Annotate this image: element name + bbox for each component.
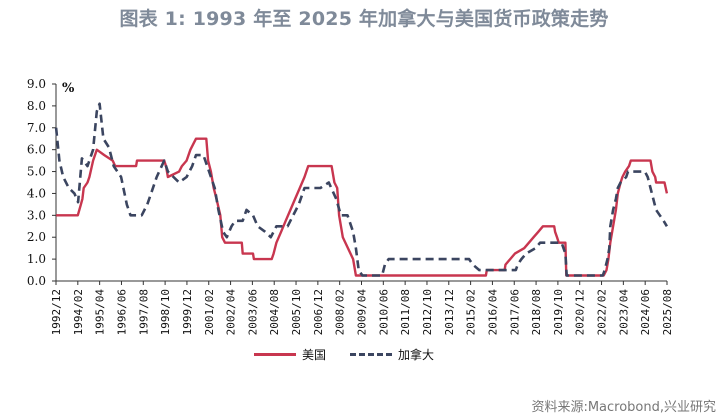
x-tick-label: 2017/06 (508, 289, 521, 335)
x-tick-label: 2022/02 (596, 289, 609, 335)
y-tick-label: 7.0 (27, 121, 46, 135)
x-tick-label: 2009/04 (356, 289, 369, 336)
x-tick-label: 2011/08 (399, 289, 412, 335)
x-tick-label: 2003/06 (246, 289, 259, 335)
chart-legend: 美国 加拿大 (254, 346, 458, 363)
legend-swatch-us (254, 353, 296, 356)
y-tick-label: 2.0 (27, 230, 46, 244)
legend-item-us: 美国 (254, 346, 326, 363)
x-tick-label: 2018/08 (530, 289, 543, 335)
x-tick-label: 2004/08 (268, 289, 281, 335)
y-tick-label: 9.0 (27, 77, 46, 91)
x-tick-label: 1992/12 (50, 289, 63, 335)
y-tick-label: 6.0 (27, 143, 46, 157)
x-tick-label: 2006/12 (312, 289, 325, 335)
x-tick-label: 1997/08 (137, 289, 150, 335)
y-tick-label: 5.0 (27, 165, 46, 179)
chart-title: 图表 1: 1993 年至 2025 年加拿大与美国货币政策走势 (119, 8, 609, 30)
y-tick-label: 0.0 (27, 274, 46, 288)
x-tick-label: 1995/04 (94, 289, 107, 336)
x-tick-label: 1998/10 (159, 289, 172, 335)
legend-swatch-canada (350, 353, 393, 356)
x-tick-label: 2005/10 (290, 289, 303, 335)
legend-label-us: 美国 (302, 348, 327, 362)
y-tick-label: 3.0 (27, 208, 46, 222)
y-tick-label: 1.0 (27, 252, 46, 266)
legend-label-canada: 加拿大 (398, 348, 435, 362)
x-tick-label: 2025/08 (661, 289, 674, 335)
x-tick-label: 2023/04 (617, 289, 630, 336)
y-tick-label: 4.0 (27, 186, 46, 200)
x-tick-label: 1996/06 (115, 289, 128, 335)
x-tick-label: 2008/02 (334, 289, 347, 335)
line-chart: 0.0 1.0 2.0 3.0 4.0 5.0 6.0 7.0 8.0 9.0 % 1992/12 19… (27, 77, 674, 335)
y-tick-label: 8.0 (27, 99, 46, 113)
x-tick-label: 2002/04 (225, 289, 238, 336)
series-us-line (56, 137, 669, 277)
x-tick-label: 2016/04 (486, 289, 499, 336)
x-tick-label: 2012/10 (421, 289, 434, 335)
x-tick-label: 2019/10 (552, 289, 565, 335)
x-tick-label: 2013/12 (443, 289, 456, 335)
y-unit-label: % (62, 81, 75, 96)
x-tick-label: 2024/06 (639, 289, 652, 335)
x-tick-label: 2001/02 (203, 289, 216, 335)
chart-series (54, 102, 669, 277)
x-tick-label: 2020/12 (574, 289, 587, 335)
x-tick-label: 2010/06 (377, 289, 390, 335)
source-note: 资料来源:Macrobond,兴业研究 (531, 400, 716, 415)
x-tick-label: 2015/02 (465, 289, 478, 335)
chart-axes: 0.0 1.0 2.0 3.0 4.0 5.0 6.0 7.0 8.0 9.0 % 1992/12 19… (27, 77, 674, 335)
series-canada-line (54, 102, 669, 277)
x-tick-label: 1994/02 (72, 289, 85, 335)
legend-item-canada: 加拿大 (350, 346, 434, 363)
x-tick-label: 1999/12 (181, 289, 194, 335)
